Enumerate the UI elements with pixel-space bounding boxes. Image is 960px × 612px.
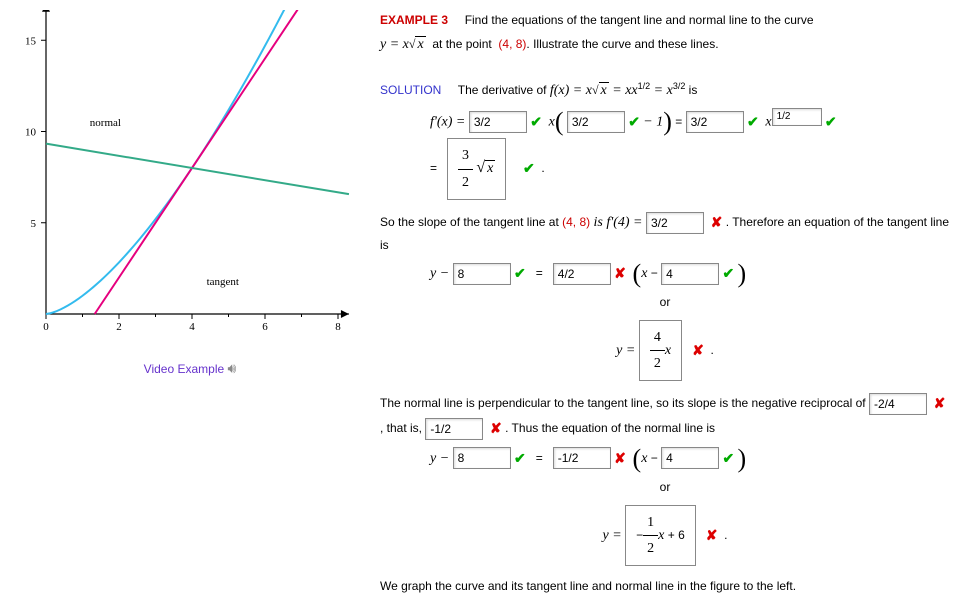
solution-label: SOLUTION: [380, 83, 441, 97]
cross-icon: ✘: [692, 342, 704, 358]
check-icon: ✔: [523, 160, 535, 176]
check-icon: ✔: [514, 265, 526, 281]
svg-text:2: 2: [116, 321, 122, 333]
video-example-link[interactable]: Video Example 🔊︎: [10, 360, 370, 377]
check-icon: ✔: [747, 113, 759, 129]
formula-box-2: 42x: [639, 320, 682, 381]
point: (4, 8): [498, 37, 526, 51]
answer-12[interactable]: [553, 447, 611, 469]
answer-9[interactable]: [869, 393, 927, 415]
check-icon: ✔: [825, 113, 837, 129]
check-icon: ✔: [514, 450, 526, 466]
check-icon: ✔: [722, 450, 734, 466]
svg-text:8: 8: [335, 321, 341, 333]
cross-icon: ✘: [711, 214, 723, 230]
answer-3[interactable]: [686, 111, 744, 133]
answer-2[interactable]: [567, 111, 625, 133]
svg-text:10: 10: [25, 127, 37, 139]
speaker-icon: 🔊︎: [228, 360, 237, 377]
curve-eq-pre: y = x: [380, 37, 409, 52]
answer-5[interactable]: [646, 212, 704, 234]
check-icon: ✔: [530, 113, 542, 129]
answer-6[interactable]: [453, 263, 511, 285]
sqrt: √x: [409, 37, 426, 51]
answer-1[interactable]: [469, 111, 527, 133]
video-label: Video Example: [144, 362, 225, 376]
answer-4[interactable]: [772, 108, 822, 126]
example-label: EXAMPLE 3: [380, 13, 448, 27]
cross-icon: ✘: [934, 395, 946, 411]
svg-text:15: 15: [25, 35, 37, 47]
svg-text:4: 4: [189, 321, 195, 333]
answer-10[interactable]: [425, 418, 483, 440]
formula-box-1: 32 √x: [447, 138, 506, 199]
answer-13[interactable]: [661, 447, 719, 469]
prompt: Find the equations of the tangent line a…: [465, 13, 814, 27]
svg-text:normal: normal: [90, 117, 121, 129]
answer-7[interactable]: [553, 263, 611, 285]
formula-box-3: −12x + 6: [625, 505, 696, 566]
cross-icon: ✘: [490, 420, 502, 436]
cross-icon: ✘: [614, 450, 626, 466]
cross-icon: ✘: [706, 527, 718, 543]
check-icon: ✔: [628, 113, 640, 129]
answer-11[interactable]: [453, 447, 511, 469]
cross-icon: ✘: [614, 265, 626, 281]
graph: 0246851015xynormaltangent: [10, 10, 350, 350]
svg-text:tangent: tangent: [207, 276, 239, 288]
svg-text:5: 5: [31, 218, 37, 230]
svg-text:0: 0: [43, 321, 49, 333]
check-icon: ✔: [722, 265, 734, 281]
content: EXAMPLE 3 Find the equations of the tang…: [380, 10, 950, 598]
svg-text:6: 6: [262, 321, 268, 333]
final-text: We graph the curve and its tangent line …: [380, 576, 950, 598]
answer-8[interactable]: [661, 263, 719, 285]
